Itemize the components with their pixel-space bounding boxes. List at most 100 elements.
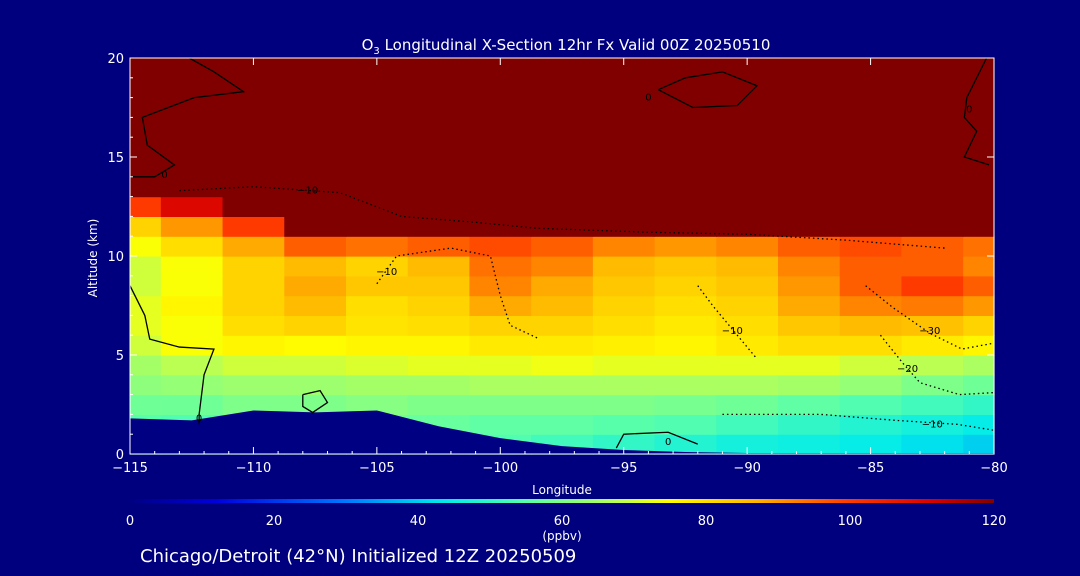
heatmap-cell [839, 394, 903, 415]
heatmap-cell [531, 374, 594, 396]
heatmap-cell [778, 256, 841, 277]
heatmap-cell [839, 275, 903, 297]
heatmap-cell [284, 196, 347, 217]
heatmap-cell [839, 137, 903, 158]
contour-line-dotted [879, 334, 995, 396]
heatmap-cell [901, 196, 964, 217]
heatmap-cell [531, 355, 594, 376]
contour-label: −10 [922, 419, 943, 430]
heatmap-cell [654, 117, 717, 138]
heatmap-cell [592, 97, 656, 118]
y-tick-label: 20 [107, 52, 124, 67]
heatmap-cell [963, 315, 995, 336]
title-rest: Longitudinal X-Section 12hr Fx Valid 00Z… [380, 36, 771, 54]
heatmap-cell [592, 137, 656, 158]
heatmap-cell [839, 176, 903, 198]
heatmap-cell [469, 256, 532, 277]
heatmap-cell [469, 77, 532, 99]
y-tick-label: 0 [116, 448, 124, 463]
heatmap-cell [469, 335, 532, 356]
heatmap-cell [346, 295, 409, 316]
heatmap-cell [222, 196, 285, 217]
heatmap-cell [654, 77, 717, 99]
heatmap-cell [901, 157, 964, 178]
heatmap-cell [407, 275, 471, 297]
heatmap-cell [592, 335, 656, 356]
contour-line-solid [963, 57, 990, 166]
heatmap-cell [963, 157, 995, 178]
heatmap-cell [963, 434, 995, 455]
heatmap-cell [284, 137, 347, 158]
heatmap-cell [592, 355, 656, 376]
heatmap-cell [963, 335, 995, 356]
x-tick-label: −105 [359, 461, 395, 476]
heatmap-cell [901, 414, 964, 435]
heatmap-cell [130, 58, 162, 79]
heatmap-cell [531, 97, 594, 118]
heatmap-cell [654, 196, 717, 217]
heatmap-cell [839, 315, 903, 336]
heatmap-cell [778, 414, 841, 435]
heatmap-cell [963, 216, 995, 237]
plot-area: 0 0 0 0 0 −10 −10 −10 −10 −20 −30 [129, 57, 995, 455]
heatmap-cell [901, 374, 964, 396]
y-axis: 0 5 10 15 20 [107, 52, 994, 463]
heatmap-cell [963, 77, 995, 99]
heatmap-cell [160, 256, 224, 277]
heatmap-cell [531, 275, 594, 297]
heatmap-cell [346, 196, 409, 217]
contour-layer: 0 0 0 0 0 −10 −10 −10 −10 −20 −30 [129, 57, 995, 449]
heatmap-cell [531, 137, 594, 158]
heatmap-cell [716, 117, 779, 138]
heatmap-cell [222, 295, 285, 316]
heatmap-cell [654, 374, 717, 396]
heatmap-cell [130, 295, 162, 316]
heatmap-cell [778, 117, 841, 138]
contour-label: 0 [966, 104, 972, 115]
heatmap-cell [407, 216, 471, 237]
contour-line-solid [615, 431, 699, 449]
heatmap-cell [222, 394, 285, 415]
heatmap-cell [963, 97, 995, 118]
heatmap-cell [778, 374, 841, 396]
heatmap-cell [778, 196, 841, 217]
heatmap-cell [160, 394, 224, 415]
x-axis-label: Longitude [532, 483, 592, 497]
heatmap-cell [901, 58, 964, 79]
heatmap-cell [963, 414, 995, 435]
heatmap-cell [592, 77, 656, 99]
heatmap-cell [778, 216, 841, 237]
heatmap-cell [963, 355, 995, 376]
heatmap-cell [469, 275, 532, 297]
x-tick-label: −95 [610, 461, 637, 476]
heatmap-cell [130, 216, 162, 237]
heatmap-cell [130, 137, 162, 158]
heatmap-cell [222, 97, 285, 118]
heatmap-cell [284, 394, 347, 415]
y-axis-label: Altitude (km) [86, 219, 100, 298]
heatmap-cell [901, 355, 964, 376]
heatmap-cell [407, 117, 471, 138]
heatmap-cell [901, 335, 964, 356]
heatmap-cell [778, 355, 841, 376]
heatmap-cell [839, 374, 903, 396]
heatmap-cell [160, 176, 224, 198]
heatmap-cell [839, 196, 903, 217]
contour-label: 0 [665, 437, 671, 448]
heatmap-cell [160, 157, 224, 178]
heatmap-cell [407, 374, 471, 396]
heatmap-cell [654, 97, 717, 118]
heatmap-cell [654, 176, 717, 198]
heatmap-cell [901, 117, 964, 138]
heatmap-cell [901, 97, 964, 118]
chart-title: O3 Longitudinal X-Section 12hr Fx Valid … [362, 36, 771, 57]
x-axis: −115 −110 −105 −100 −95 −90 −85 −80 [112, 58, 1008, 476]
heatmap-cell [130, 275, 162, 297]
heatmap-cell [654, 157, 717, 178]
heatmap-cell [160, 335, 224, 356]
heatmap-cell [284, 58, 347, 79]
heatmap-cell [592, 236, 656, 257]
heatmap-cell [222, 216, 285, 237]
heatmap-cell [346, 97, 409, 118]
heatmap-cell [963, 176, 995, 198]
